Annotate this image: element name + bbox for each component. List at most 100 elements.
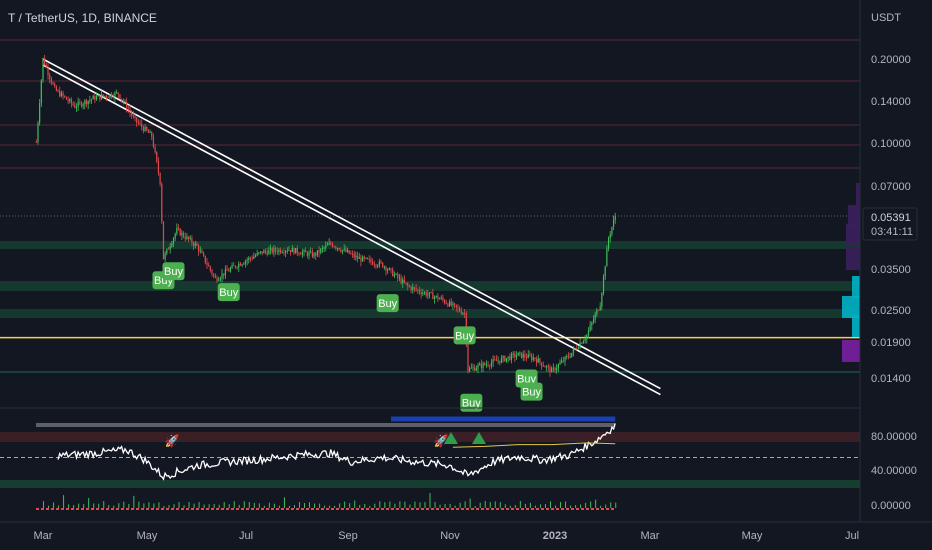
candle-body xyxy=(353,253,355,258)
buy-signal-badge xyxy=(162,262,185,281)
candle-body xyxy=(567,356,569,358)
indicator-histogram-bar xyxy=(404,501,406,508)
candle-body xyxy=(79,101,81,103)
indicator-histogram-bar xyxy=(419,502,421,508)
indicator-histogram-bar xyxy=(283,497,285,508)
indicator-histogram-bar xyxy=(509,505,511,508)
candle-body xyxy=(392,269,394,277)
indicator-histogram-bar xyxy=(243,501,245,508)
candle-body xyxy=(373,264,375,266)
indicator-histogram-bar xyxy=(549,501,551,508)
indicator-histogram-bar xyxy=(379,501,381,508)
candle-body xyxy=(142,127,144,132)
indicator-histogram-bar xyxy=(304,503,306,508)
indicator-histogram-bar xyxy=(459,502,461,508)
candle-body xyxy=(325,245,327,248)
candle-body xyxy=(114,92,116,98)
candle-body xyxy=(243,263,245,265)
candle-body xyxy=(209,266,211,271)
candle-body xyxy=(104,95,106,97)
buy-signal-label: Buy xyxy=(378,298,397,310)
indicator-histogram-bar xyxy=(344,501,346,508)
indicator-histogram-bar xyxy=(565,501,567,508)
candle-body xyxy=(45,64,47,68)
candle-body xyxy=(164,253,166,260)
rocket-icon: 🚀 xyxy=(434,434,449,448)
candle-body xyxy=(534,357,536,360)
candle-body xyxy=(246,259,248,262)
candle-body xyxy=(251,258,253,259)
candle-body xyxy=(489,365,491,367)
candle-body xyxy=(365,257,367,259)
indicator-histogram-bar xyxy=(288,505,290,508)
candle-body xyxy=(286,250,288,252)
candle-body xyxy=(187,236,190,240)
candle-body xyxy=(445,302,447,304)
candle-body xyxy=(475,368,477,371)
candle-body xyxy=(39,103,41,123)
indicator-histogram-bar xyxy=(319,503,321,508)
candle-body xyxy=(370,259,372,262)
candle-body xyxy=(470,367,472,369)
candle-body xyxy=(440,297,442,299)
candle-body xyxy=(248,257,250,260)
candle-body xyxy=(557,364,559,369)
candle-body xyxy=(100,94,103,100)
candle-body xyxy=(94,95,96,100)
price-tick-label: 0.03500 xyxy=(871,264,911,276)
indicator-histogram-bar xyxy=(444,503,446,508)
candle-body xyxy=(574,348,576,350)
time-tick-label: May xyxy=(137,530,158,542)
candle-body xyxy=(105,95,108,98)
price-tick-label: 0.01900 xyxy=(871,337,911,349)
candle-body xyxy=(559,362,561,365)
indicator-line xyxy=(57,423,616,481)
candle-body xyxy=(472,367,474,369)
candle-body xyxy=(504,356,506,362)
candle-body xyxy=(597,310,600,311)
candle-body xyxy=(139,123,141,124)
indicator-histogram-bar xyxy=(384,502,386,508)
trendline[interactable] xyxy=(42,58,661,396)
candle-body xyxy=(484,363,486,365)
candle-body xyxy=(343,248,345,250)
indicator-histogram-bar xyxy=(88,497,90,508)
candle-body xyxy=(40,80,42,104)
candle-body xyxy=(216,277,218,281)
candle-body xyxy=(497,360,499,362)
indicator-histogram-bar xyxy=(494,501,496,508)
candle-body xyxy=(602,276,605,293)
candle-body xyxy=(387,269,389,271)
candle-body xyxy=(129,109,131,113)
indicator-histogram-bar xyxy=(529,502,531,508)
candle-body xyxy=(385,266,387,271)
candle-body xyxy=(229,268,231,272)
candle-body xyxy=(323,247,325,249)
buy-signal-label: Buy xyxy=(522,387,541,399)
indicator-histogram-bar xyxy=(198,502,200,508)
candle-body xyxy=(184,236,186,239)
buy-signal-badge xyxy=(460,393,483,412)
candle-body xyxy=(124,101,126,103)
candle-body xyxy=(281,252,283,253)
price-tick-label: 0.02500 xyxy=(871,305,911,317)
candle-body xyxy=(241,264,243,266)
indicator-histogram-bar xyxy=(253,502,255,508)
candle-body xyxy=(522,354,524,358)
indicator-histogram-bar xyxy=(399,501,401,508)
indicator-histogram-bar xyxy=(168,505,170,508)
candle-body xyxy=(551,368,553,373)
candle-body xyxy=(604,266,606,277)
candle-body xyxy=(532,357,534,360)
candle-body xyxy=(167,248,170,250)
candle-body xyxy=(524,354,526,358)
candle-body xyxy=(437,295,439,300)
candle-body xyxy=(194,243,196,246)
candle-body xyxy=(609,234,611,239)
candle-body xyxy=(415,287,417,290)
candle-body xyxy=(338,248,340,250)
candle-body xyxy=(425,292,427,296)
candle-body xyxy=(136,117,138,123)
